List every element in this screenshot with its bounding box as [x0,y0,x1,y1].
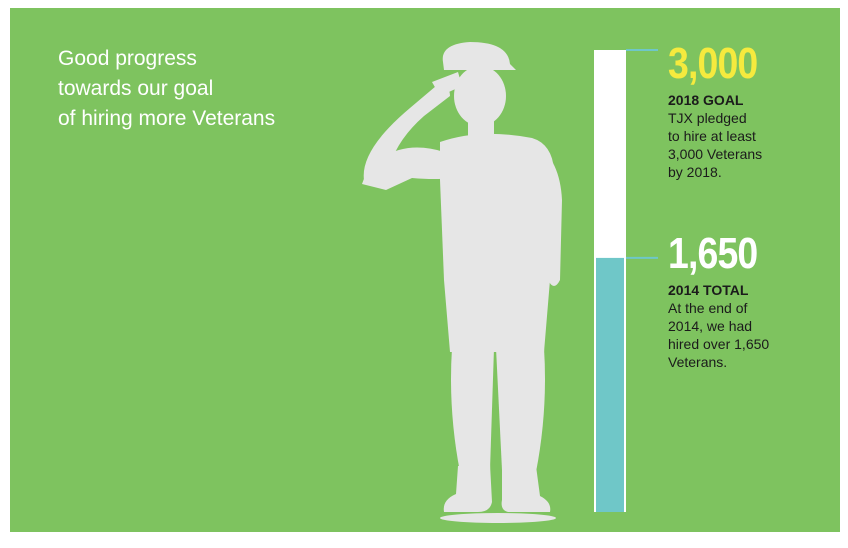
headline-line-2: towards our goal [58,77,214,100]
total-label: 2014 TOTAL [668,282,749,298]
goal-label: 2018 GOAL [668,92,744,108]
total-annotation: 1,650 2014 TOTAL At the end of 2014, we … [668,232,838,371]
headline: Good progress towards our goal of hiring… [58,44,358,134]
current-bar-fill [596,257,624,512]
goal-description-line: 3,000 Veterans [668,146,763,162]
headline-line-3: of hiring more Veterans [58,107,276,130]
progress-bar-chart [594,49,658,512]
goal-description-line: by 2018. [668,164,722,180]
goal-annotation: 3,000 2018 GOAL TJX pledged to hire at l… [668,42,838,181]
saluting-soldier-silhouette-icon [362,42,562,523]
goal-description-line: TJX pledged [668,110,747,126]
headline-line-1: Good progress [58,47,197,70]
total-description-line: hired over 1,650 [668,336,770,352]
total-description-line: 2014, we had [668,318,753,334]
infographic-panel: Good progress towards our goal of hiring… [10,8,840,532]
goal-value: 3,000 [668,39,758,88]
total-description-line: At the end of [668,300,748,316]
total-value: 1,650 [668,229,758,278]
total-description-line: Veterans. [668,354,728,370]
goal-description-line: to hire at least [668,128,756,144]
goal-description: TJX pledged to hire at least 3,000 Veter… [668,109,838,181]
total-description: At the end of 2014, we had hired over 1,… [668,299,838,371]
